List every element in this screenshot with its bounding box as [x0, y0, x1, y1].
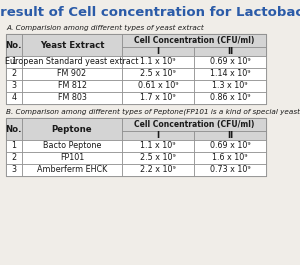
Bar: [22, 80, 122, 92]
Bar: [122, 34, 266, 47]
Bar: [194, 80, 266, 92]
Text: European Standard yeast extract: European Standard yeast extract: [5, 58, 139, 67]
Text: 1: 1: [11, 58, 16, 67]
Text: No.: No.: [6, 41, 22, 50]
Text: 1.1 x 10⁹: 1.1 x 10⁹: [140, 58, 176, 67]
Bar: [122, 118, 266, 131]
Text: Amberferm EHCK: Amberferm EHCK: [37, 166, 107, 174]
Bar: [6, 92, 22, 104]
Text: Bacto Peptone: Bacto Peptone: [43, 142, 101, 151]
Text: Cell Concentration (CFU/ml): Cell Concentration (CFU/ml): [134, 120, 254, 129]
Bar: [6, 152, 22, 164]
Text: B. Comparison among different types of Peptone(FP101 is a kind of special yeast : B. Comparison among different types of P…: [6, 109, 300, 115]
Bar: [122, 56, 194, 68]
Text: 3: 3: [11, 166, 16, 174]
Bar: [6, 118, 22, 140]
Bar: [22, 34, 122, 56]
Bar: [6, 164, 22, 176]
Bar: [22, 68, 122, 80]
Text: Cell Concentration (CFU/ml): Cell Concentration (CFU/ml): [134, 36, 254, 45]
Bar: [194, 152, 266, 164]
Text: I: I: [156, 131, 160, 140]
Text: FM 803: FM 803: [58, 94, 86, 103]
Bar: [6, 80, 22, 92]
Text: 2.5 x 10⁹: 2.5 x 10⁹: [140, 153, 176, 162]
Bar: [122, 164, 194, 176]
Bar: [6, 34, 22, 56]
Text: 2: 2: [11, 153, 16, 162]
Bar: [194, 140, 266, 152]
Bar: [6, 34, 266, 104]
Bar: [6, 56, 22, 68]
Text: FP101: FP101: [60, 153, 84, 162]
Text: 0.61 x 10⁹: 0.61 x 10⁹: [138, 82, 178, 91]
Bar: [122, 68, 194, 80]
Text: Peptone: Peptone: [52, 125, 92, 134]
Bar: [194, 131, 266, 140]
Bar: [194, 164, 266, 176]
Text: 1.7 x 10⁹: 1.7 x 10⁹: [140, 94, 176, 103]
Text: FM 902: FM 902: [57, 69, 87, 78]
Bar: [122, 92, 194, 104]
Bar: [194, 92, 266, 104]
Text: 1.1 x 10⁹: 1.1 x 10⁹: [140, 142, 176, 151]
Bar: [22, 118, 122, 140]
Text: No.: No.: [6, 125, 22, 134]
Text: 3: 3: [11, 82, 16, 91]
Bar: [122, 131, 194, 140]
Text: II: II: [227, 131, 233, 140]
Bar: [6, 140, 22, 152]
Bar: [22, 56, 122, 68]
Bar: [194, 68, 266, 80]
Bar: [22, 92, 122, 104]
Text: 0.86 x 10⁹: 0.86 x 10⁹: [210, 94, 250, 103]
Bar: [122, 140, 194, 152]
Bar: [122, 47, 194, 56]
Bar: [6, 118, 266, 176]
Bar: [194, 47, 266, 56]
Text: A. Comparision among different types of yeast extract: A. Comparision among different types of …: [6, 25, 204, 31]
Text: 1.14 x 10⁹: 1.14 x 10⁹: [210, 69, 250, 78]
Text: I: I: [156, 47, 160, 56]
Text: 2.5 x 10⁹: 2.5 x 10⁹: [140, 69, 176, 78]
Text: 0.73 x 10⁹: 0.73 x 10⁹: [210, 166, 250, 174]
Bar: [6, 68, 22, 80]
Bar: [122, 80, 194, 92]
Text: II: II: [227, 47, 233, 56]
Text: Test result of Cell concentration for Lactobacillus: Test result of Cell concentration for La…: [0, 6, 300, 19]
Text: 1: 1: [11, 142, 16, 151]
Text: 1.3 x 10⁹: 1.3 x 10⁹: [212, 82, 248, 91]
Text: Yeast Extract: Yeast Extract: [40, 41, 104, 50]
Text: 2.2 x 10⁹: 2.2 x 10⁹: [140, 166, 176, 174]
Text: 2: 2: [11, 69, 16, 78]
Text: 0.69 x 10⁹: 0.69 x 10⁹: [210, 142, 250, 151]
Bar: [22, 152, 122, 164]
Text: 1.6 x 10⁹: 1.6 x 10⁹: [212, 153, 248, 162]
Bar: [194, 56, 266, 68]
Text: FM 812: FM 812: [58, 82, 86, 91]
Text: 0.69 x 10⁹: 0.69 x 10⁹: [210, 58, 250, 67]
Bar: [122, 152, 194, 164]
Text: 4: 4: [11, 94, 16, 103]
Bar: [22, 164, 122, 176]
Bar: [22, 140, 122, 152]
